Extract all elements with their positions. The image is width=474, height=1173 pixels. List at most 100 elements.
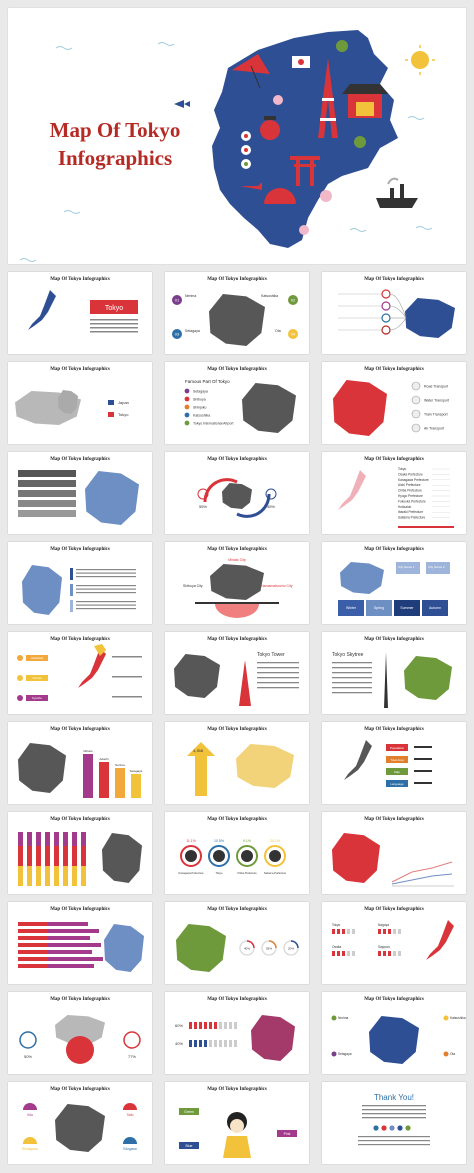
- sushi-icon: [241, 131, 251, 169]
- slide-text: Minato: [83, 749, 92, 753]
- slide-title: Map Of Tokyo Infographics: [364, 457, 424, 462]
- slide-thumbnail[interactable]: Map Of Tokyo Infographics: [8, 812, 152, 894]
- slide-text: Shinagawa: [22, 1147, 38, 1151]
- slide-thumbnail[interactable]: Kita Taito Shinagawa Edogawa Map Of Tokyo In…: [8, 1082, 152, 1164]
- tokyo-map-shape: [333, 380, 387, 436]
- slide-thumbnail[interactable]: 50% 77% Map Of Tokyo Infographics: [8, 992, 152, 1074]
- slide-graphic: City Name 1 City Name 2 Winter Spring Summer…: [338, 562, 450, 616]
- slide-title: Map Of Tokyo Infographics: [50, 907, 110, 912]
- slide-text: Population: [390, 746, 405, 750]
- slide-text: Sapporo: [378, 945, 390, 949]
- slide-thumbnail[interactable]: 40% 55% 20% Map Of Tokyo Infographics: [165, 902, 309, 984]
- slide-thumbnail[interactable]: Green Blue Pink Map Of Tokyo Infographics: [165, 1082, 309, 1164]
- slide-thumbnail[interactable]: Map Of Tokyo Infographics: [8, 452, 152, 534]
- slide-thumbnail[interactable]: Tokyo Map Of Tokyo Infographics: [8, 272, 152, 354]
- tokyo-map-shape: [174, 654, 220, 698]
- slide-text: Hyogo Prefecture: [398, 494, 423, 498]
- slide-thumbnail[interactable]: Map Of Tokyo Infographics: [322, 812, 466, 894]
- slide-text: Taito: [127, 1113, 134, 1117]
- slide-text: Setagaya: [130, 769, 143, 773]
- slide-text: Setagaya: [193, 390, 208, 394]
- slide-text: Hokkaido: [398, 505, 412, 509]
- tokyo-map-shape: [404, 656, 452, 700]
- slide-title: Map Of Tokyo Infographics: [364, 817, 424, 822]
- slide-thumbnail[interactable]: Minato City Shibuya City Hamamatsucho City…: [165, 542, 309, 624]
- slide-thumbnail[interactable]: 01 02 03 04 Nerima Katsushika Setagaya Ota Map O…: [165, 272, 309, 354]
- slide-thumbnail[interactable]: 4,358 Map Of Tokyo Infographics: [165, 722, 309, 804]
- slide-text: Winter: [346, 606, 357, 610]
- slide-text: Aichi Prefecture: [398, 483, 421, 487]
- slide-thumbnail[interactable]: Map Of Tokyo Infographics: [322, 272, 466, 354]
- slide-title: Map Of Tokyo Infographics: [207, 1087, 267, 1092]
- slide-text: 60%: [175, 1023, 183, 1028]
- slide-text: Osaka: [332, 945, 341, 949]
- tokyo-map-shape: [222, 483, 252, 509]
- slide-thumbnail[interactable]: Nerima Katsushika Setagaya Ota Map Of Tokyo …: [322, 992, 466, 1074]
- slide-text: 10.5%: [214, 839, 224, 843]
- slide-graphic: Nerima Katsushika Setagaya Ota: [331, 1015, 466, 1064]
- slide-text: Famous Part Of Tokyo: [185, 379, 230, 384]
- slide-text: Road Transport: [424, 385, 448, 389]
- tokyo-map-shape: [55, 1015, 105, 1045]
- japan-map-shape: [28, 290, 56, 330]
- slide-graphic: Thank You!: [358, 1093, 430, 1146]
- slide-thumbnail[interactable]: Tokyo Tower Map Of Tokyo Infographics: [165, 632, 309, 714]
- tokyo-map-shape: [102, 833, 142, 883]
- slide-graphic: Tokyo Tower: [174, 652, 299, 706]
- slide-graphic: Kita Taito Shinagawa Edogawa: [22, 1103, 137, 1152]
- slide-text: 55%: [266, 947, 272, 951]
- slide-thumbnail[interactable]: 55% 45% Map Of Tokyo Infographics: [165, 452, 309, 534]
- slide-text: Adachi: [99, 757, 109, 761]
- slide-thumbnail[interactable]: Map Of Tokyo Infographics: [8, 902, 152, 984]
- tokyo-map-shape: [209, 294, 265, 346]
- slide-title: Map Of Tokyo Infographics: [207, 367, 267, 372]
- slide-thumbnail[interactable]: Japan Tokyo Map Of Tokyo Infographics: [8, 362, 152, 444]
- slide-title: Map Of Tokyo Infographics: [207, 547, 267, 552]
- slide-thumbnail[interactable]: Map Of Tokyo Infographics: [8, 542, 152, 624]
- slide-thumbnail[interactable]: 11.1% Kanagawa Prefecture 10.5% Tokyo 9.1% Ch…: [165, 812, 309, 894]
- slide-thumbnail[interactable]: Hokkaido Tohoku Kyushu Map Of Tokyo Infogra…: [8, 632, 152, 714]
- tokyo-map-shape: [251, 1015, 295, 1061]
- tokyo-map-shape: [18, 743, 66, 793]
- slide-title: Map Of Tokyo Infographics: [50, 727, 110, 732]
- slide-thumbnail[interactable]: City Name 1 City Name 2 Winter Spring Summer…: [322, 542, 466, 624]
- tokyo-map-shape: [176, 924, 226, 972]
- slide-text: Kyushu: [32, 696, 42, 700]
- hero-slide[interactable]: Map Of Tokyo Infographics: [8, 8, 466, 264]
- slide-text: Kanagawa Prefecture: [398, 478, 429, 482]
- slide-thumbnail[interactable]: Tokyo Nagoya Osaka Sapporo Map Of Tokyo Info…: [322, 902, 466, 984]
- tokyo-map-shape: [58, 390, 78, 414]
- slide-thumbnail[interactable]: Road Transport Water Transport Train Trans…: [322, 362, 466, 444]
- slide-text: Nerima: [115, 763, 125, 767]
- slide-thumbnail[interactable]: Minato Adachi Nerima Setagaya Map Of Tokyo I…: [8, 722, 152, 804]
- slide-graphic: [18, 922, 144, 972]
- slide-graphic: [22, 565, 136, 615]
- slide-text: Minato City: [228, 558, 246, 562]
- slide-text: 40%: [244, 947, 250, 951]
- slide-title: Map Of Tokyo Infographics: [364, 547, 424, 552]
- hero-title: Map Of Tokyo Infographics: [49, 118, 181, 170]
- slide-graphic: 55% 45%: [197, 478, 277, 518]
- slide-text: Hokkaido: [31, 656, 44, 660]
- slide-thumbnail[interactable]: Thank You!: [322, 1082, 466, 1164]
- slide-thumbnail[interactable]: Famous Part Of Tokyo Setagaya Shibuya Shinj…: [165, 362, 309, 444]
- slide-text: 50%: [24, 1054, 32, 1059]
- tokyo-map-shape: [85, 471, 139, 525]
- slide-thumbnail[interactable]: Tokyo Osaka Prefecture Kanagawa Prefecture…: [322, 452, 466, 534]
- slide-graphic: 11.1% Kanagawa Prefecture 10.5% Tokyo 9.1% Ch…: [179, 839, 287, 875]
- slide-text: Tokyo Skytree: [332, 652, 364, 658]
- slide-thumbnail[interactable]: Population Total Area Map Language Map Of To…: [322, 722, 466, 804]
- tokyo-map-shape: [340, 562, 384, 594]
- slide-text: Katsushika: [193, 414, 210, 418]
- slide-text: Tokyo International Airport: [193, 422, 233, 426]
- umbrella-icon: [232, 54, 270, 89]
- slide-thumbnail[interactable]: 60% 40% Map Of Tokyo Infographics: [165, 992, 309, 1074]
- slide-text: 01: [175, 298, 180, 303]
- slide-title: Map Of Tokyo Infographics: [207, 277, 267, 282]
- slide-text: Green: [184, 1110, 194, 1114]
- slide-text: Thank You!: [374, 1093, 414, 1102]
- slide-thumbnail[interactable]: Tokyo Skytree Map Of Tokyo Infographics: [322, 632, 466, 714]
- slide-text: 02: [291, 298, 296, 303]
- slide-text: Chiba Prefecture: [398, 489, 422, 493]
- slide-text: 55%: [199, 504, 207, 509]
